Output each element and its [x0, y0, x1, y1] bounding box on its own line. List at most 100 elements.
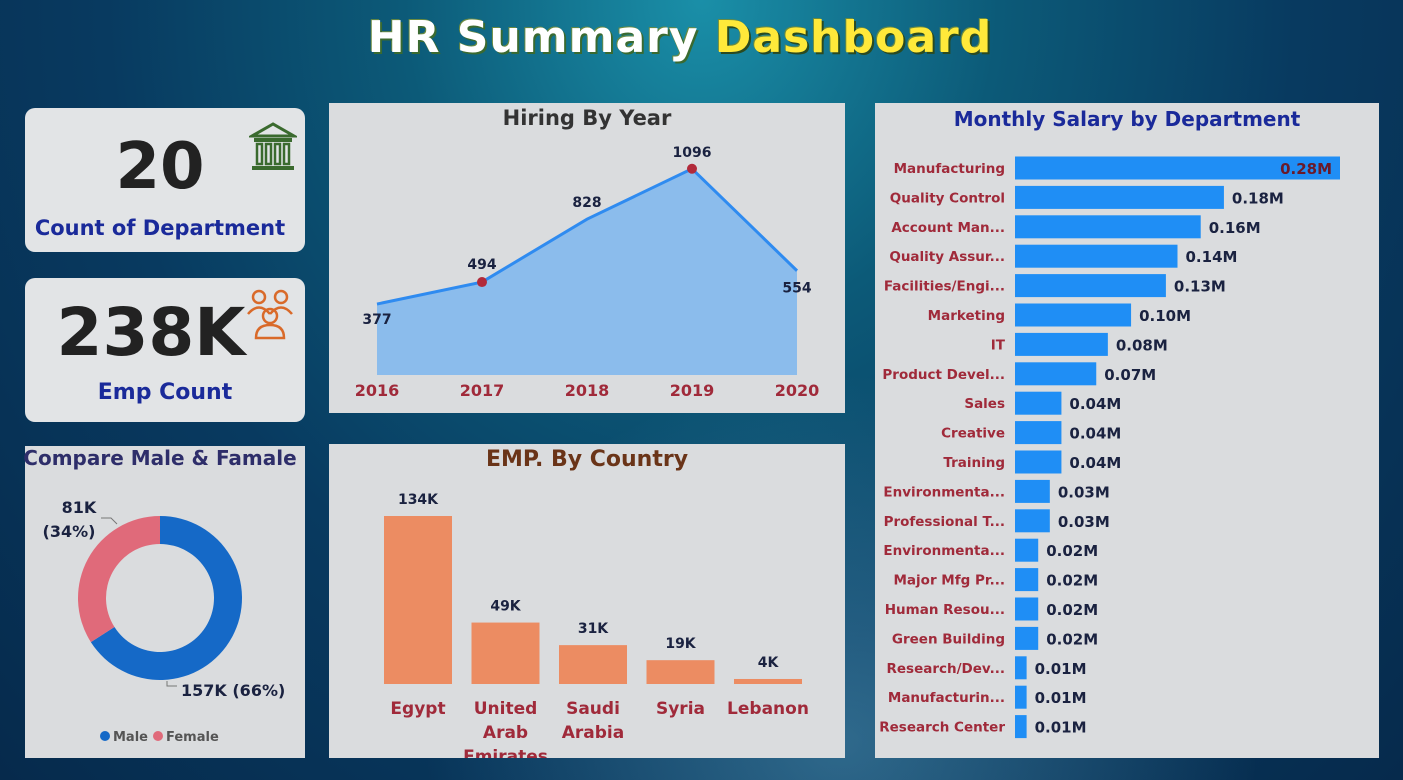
salary-bar	[1015, 274, 1166, 298]
country-bar-chart: 134K Egypt 49K United Arab Emirates 31K Saudi Ar…	[384, 492, 809, 758]
salary-data-label: 0.02M	[1046, 572, 1098, 590]
salary-bar	[1015, 156, 1340, 180]
country-data-label: 19K	[665, 636, 696, 652]
salary-y-tick-label: Sales	[964, 396, 1005, 412]
male-data-label: 157K (66%)	[181, 681, 285, 700]
salary-bar	[1015, 656, 1027, 680]
salary-data-label: 0.08M	[1116, 336, 1168, 354]
country-x-tick-label: United	[474, 699, 538, 719]
country-bar	[734, 678, 802, 684]
gender-chart-title: Compare Male & Famale	[23, 446, 297, 470]
hiring-x-tick-label: 2017	[460, 381, 505, 400]
salary-bar	[1015, 538, 1039, 562]
salary-y-tick-label: Manufacturing	[894, 161, 1005, 177]
hiring-x-tick-label: 2019	[670, 381, 715, 400]
hiring-area-chart: 377 2016 494 2017 828 2018 1096 2019 554 2020	[355, 145, 820, 400]
gender-panel: Compare Male & Famale 157K (66%) 81K (34%)…	[23, 446, 305, 758]
title-part-1: HR Summary	[367, 12, 699, 63]
bank-icon	[246, 122, 300, 178]
country-panel: EMP. By Country 134K Egypt 49K United Arab Em…	[329, 444, 845, 758]
salary-y-tick-label: Quality Control	[890, 190, 1005, 206]
legend-male-label: Male	[113, 730, 148, 745]
hiring-x-tick-label: 2016	[355, 381, 400, 400]
male-leader-line	[166, 681, 177, 687]
salary-data-label: 0.03M	[1058, 513, 1110, 531]
salary-y-tick-label: Quality Assur...	[889, 249, 1005, 265]
country-x-tick-label: Syria	[656, 699, 705, 719]
hiring-line	[376, 166, 799, 306]
salary-y-tick-label: Green Building	[892, 631, 1005, 647]
salary-bar	[1015, 568, 1039, 592]
country-bar	[384, 516, 452, 684]
title-part-2: Dashboard	[714, 12, 993, 63]
salary-bar	[1015, 215, 1201, 239]
salary-bar	[1015, 685, 1027, 709]
hiring-point	[687, 163, 697, 174]
salary-data-label: 0.04M	[1069, 454, 1121, 472]
salary-y-tick-label: Manufacturin...	[888, 690, 1005, 706]
salary-y-tick-label: Training	[943, 455, 1005, 471]
country-data-label: 31K	[578, 621, 609, 637]
salary-data-label: 0.13M	[1174, 278, 1226, 296]
salary-y-tick-label: IT	[991, 337, 1006, 353]
country-x-tick-label: Emirates	[463, 747, 548, 758]
salary-chart-title: Monthly Salary by Department	[953, 107, 1301, 131]
salary-y-tick-label: Account Man...	[891, 220, 1005, 236]
salary-y-tick-label: Facilities/Engi...	[884, 279, 1005, 295]
salary-data-label: 0.10M	[1139, 307, 1191, 325]
salary-y-tick-label: Marketing	[928, 308, 1005, 324]
salary-y-tick-label: Environmenta...	[883, 543, 1005, 559]
country-x-tick-label: Saudi	[566, 699, 620, 719]
donut-slice-male	[90, 516, 242, 680]
salary-data-label: 0.01M	[1035, 660, 1087, 678]
country-bar	[471, 622, 540, 684]
salary-bar	[1015, 421, 1062, 445]
country-x-tick-label: Arab	[483, 723, 528, 743]
country-data-label: 134K	[398, 492, 439, 508]
salary-y-tick-label: Creative	[941, 426, 1005, 442]
employee-count-card: 238K Emp Count	[25, 278, 305, 422]
department-count-label: Count of Department	[34, 216, 286, 240]
salary-y-tick-label: Major Mfg Pr...	[894, 573, 1006, 589]
salary-data-label: 0.14M	[1186, 248, 1238, 266]
country-x-tick-label: Arabia	[562, 723, 624, 743]
employee-count-label: Emp Count	[97, 380, 233, 405]
country-data-label: 4K	[758, 655, 780, 671]
salary-y-tick-label: Environmenta...	[883, 484, 1005, 500]
salary-bar	[1015, 450, 1062, 474]
legend-male-marker	[100, 731, 110, 741]
salary-bar	[1015, 185, 1224, 209]
hiring-data-label: 1096	[673, 145, 712, 161]
legend-female-marker	[153, 731, 163, 741]
salary-data-label: 0.04M	[1069, 425, 1121, 443]
hiring-data-label: 494	[467, 257, 496, 273]
salary-bar	[1015, 332, 1108, 356]
salary-data-label: 0.02M	[1046, 601, 1098, 619]
female-leader-line	[101, 517, 118, 525]
salary-y-tick-label: Product Devel...	[882, 367, 1005, 383]
salary-y-tick-label: Human Resou...	[885, 602, 1005, 618]
hiring-panel: Hiring By Year 377 2016 494 2017 828 2018 1096…	[329, 103, 845, 413]
salary-data-label: 0.03M	[1058, 483, 1110, 501]
hiring-data-label: 377	[362, 312, 391, 328]
gender-donut-chart: 157K (66%) 81K (34%) Male Female	[43, 498, 286, 745]
hiring-point	[477, 277, 487, 288]
salary-data-label: 0.04M	[1069, 395, 1121, 413]
salary-bar	[1015, 597, 1039, 621]
country-data-label: 49K	[490, 599, 521, 615]
salary-bar	[1015, 362, 1097, 386]
salary-y-tick-label: Professional T...	[884, 514, 1005, 530]
country-chart-title: EMP. By Country	[485, 447, 689, 472]
people-group-icon	[241, 284, 299, 346]
salary-data-label: 0.01M	[1035, 689, 1087, 707]
hiring-data-label: 828	[572, 195, 601, 211]
country-bar	[559, 645, 627, 684]
salary-bar	[1015, 244, 1178, 268]
salary-data-label: 0.16M	[1209, 219, 1261, 237]
salary-bar	[1015, 303, 1132, 327]
hiring-chart-title: Hiring By Year	[502, 106, 672, 130]
salary-data-label: 0.07M	[1104, 366, 1156, 384]
hiring-data-label: 554	[782, 281, 811, 297]
salary-bar	[1015, 715, 1027, 739]
hiring-x-tick-label: 2018	[565, 381, 610, 400]
